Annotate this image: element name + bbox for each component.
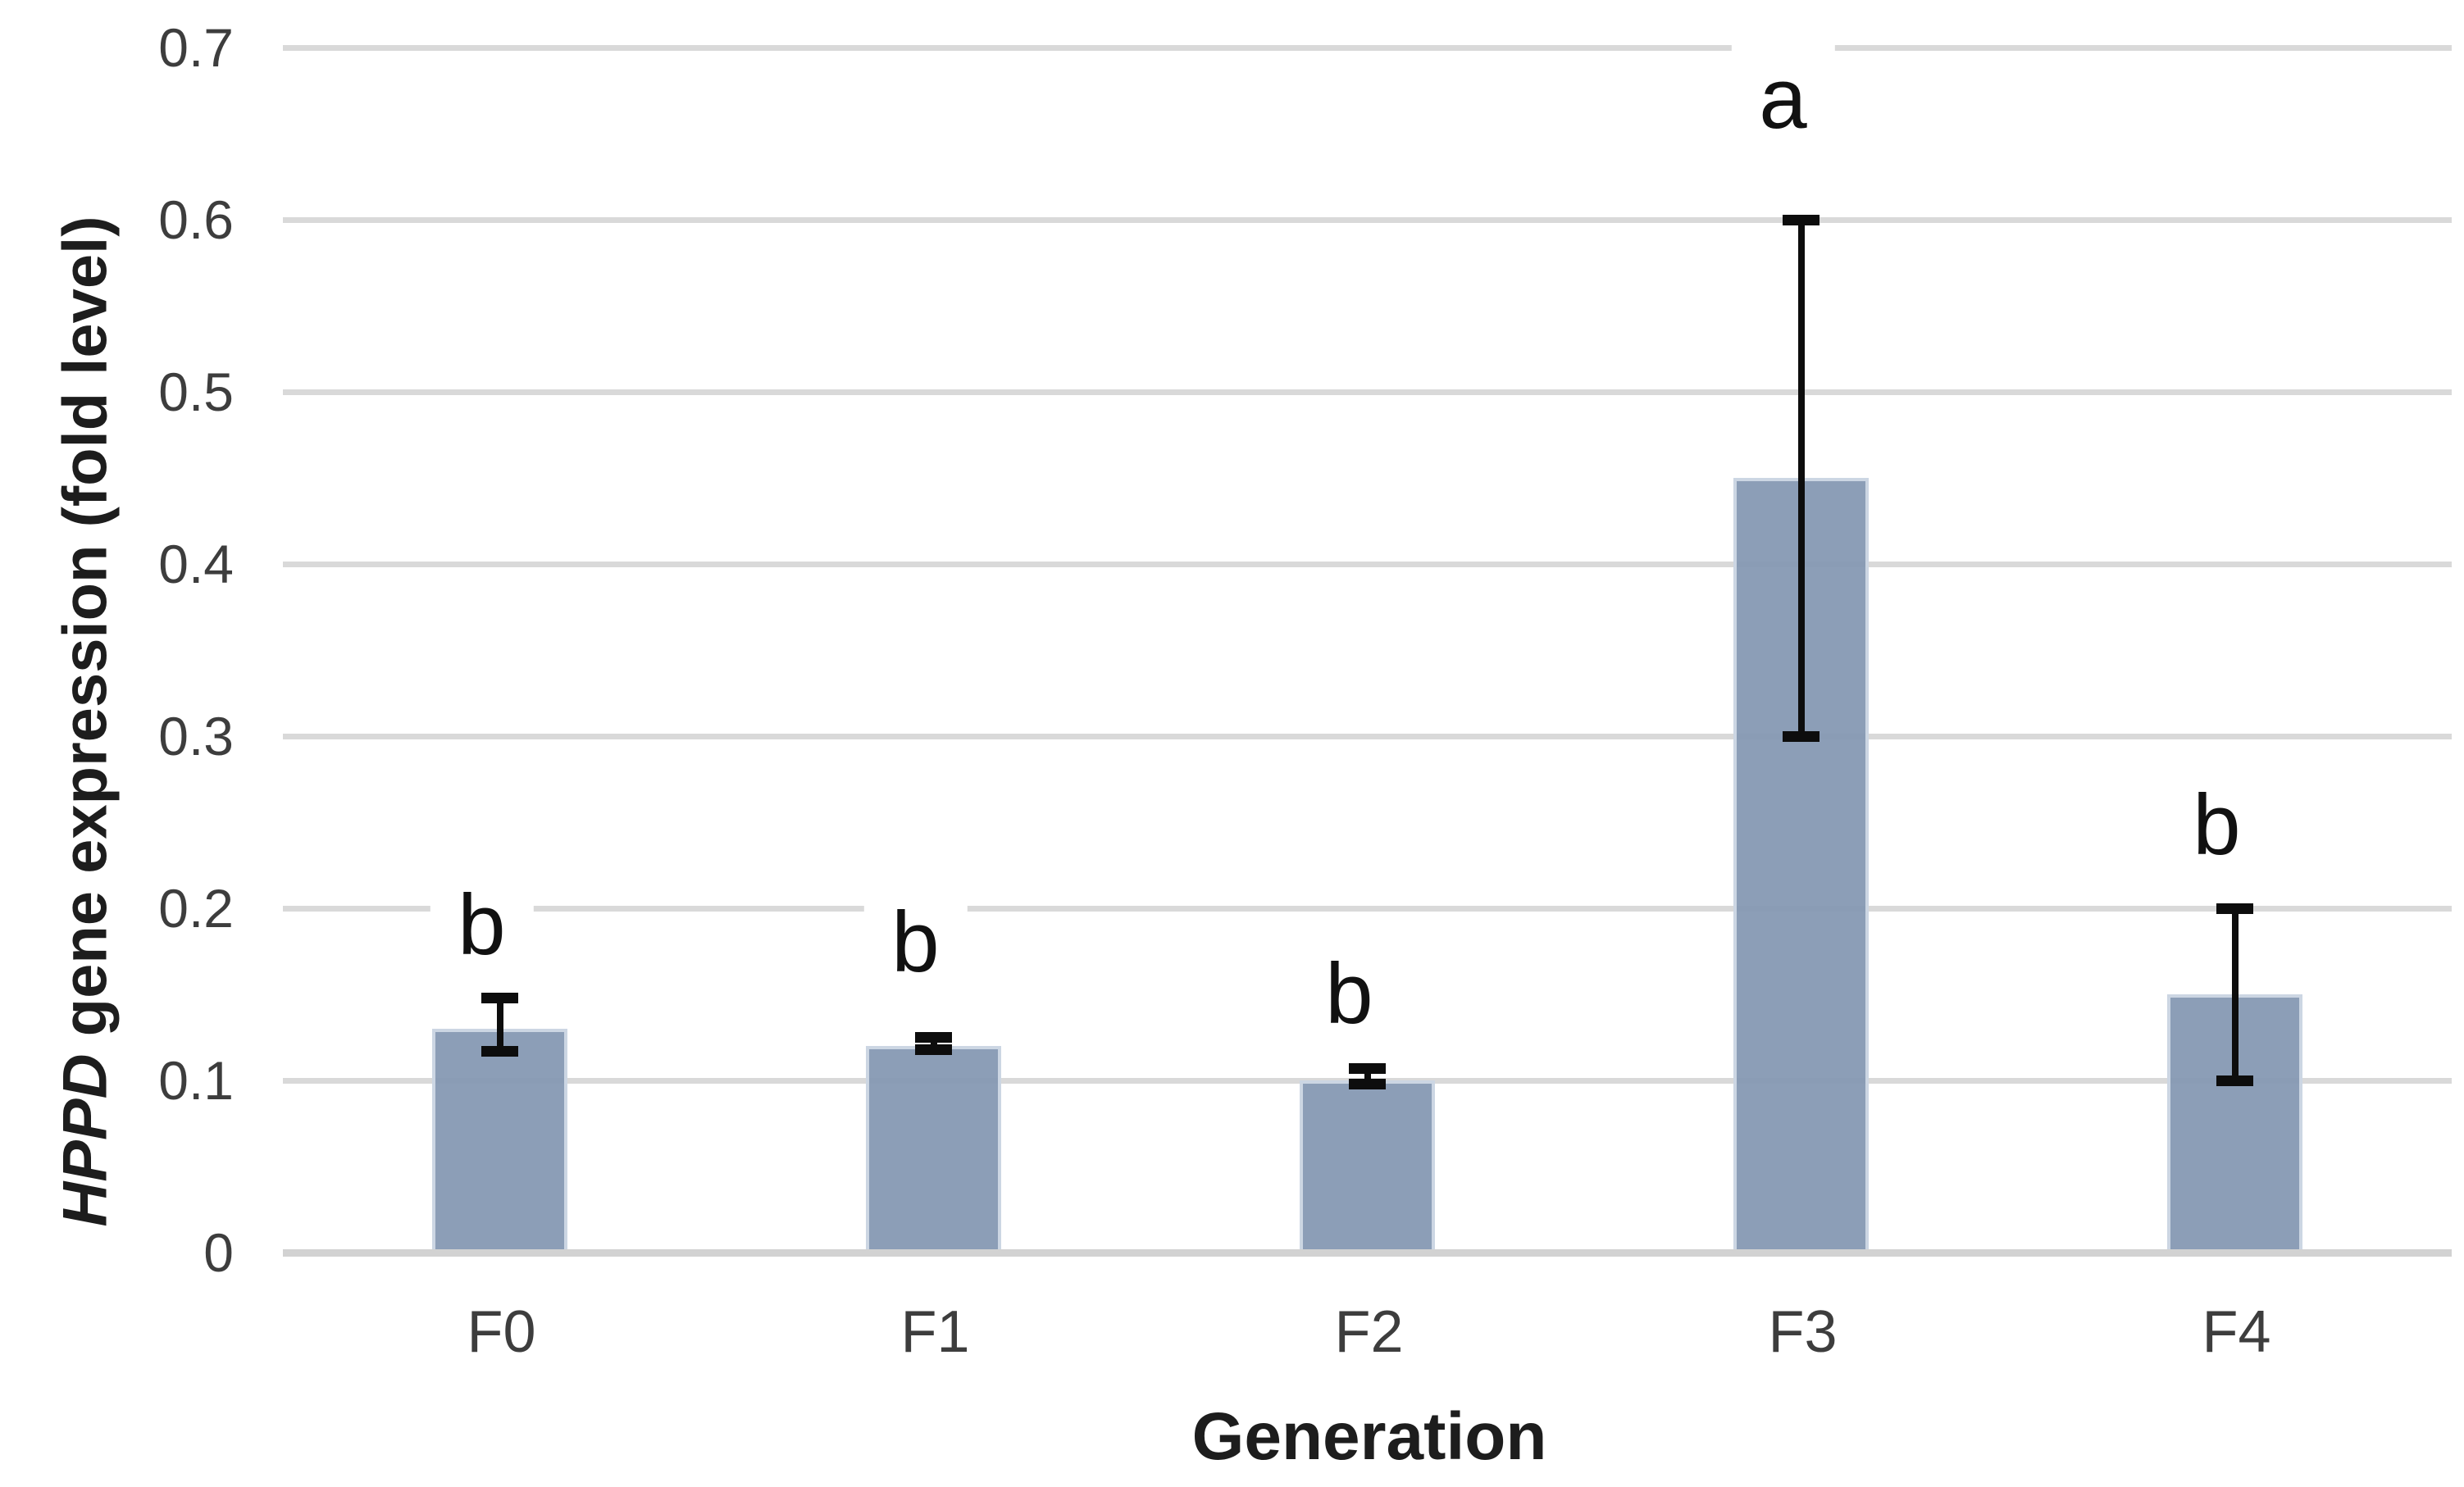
y-gridline: [283, 45, 2452, 51]
error-bar-cap: [1349, 1078, 1386, 1089]
x-tick-label-F2: F2: [1334, 1299, 1404, 1365]
y-tick-label: 0.5: [158, 362, 234, 422]
y-tick-label: 0.2: [158, 878, 234, 939]
y-gridline: [283, 389, 2452, 395]
y-gridline: [283, 906, 2452, 912]
error-bar-cap: [1349, 1062, 1386, 1074]
bar-F0: [432, 1029, 567, 1253]
x-tick-label-F0: F0: [467, 1299, 536, 1365]
sig-letter-F0: b: [430, 860, 534, 991]
error-bar-cap: [481, 1045, 518, 1057]
zero-baseline: [283, 1249, 2452, 1257]
y-tick-label: 0.4: [158, 534, 234, 594]
bar-F2: [1300, 1080, 1435, 1253]
sig-letter-F3: a: [1731, 34, 1835, 165]
sig-letter-F1: b: [863, 877, 968, 1008]
error-bar-stem: [496, 998, 503, 1052]
error-bar-cap: [915, 1044, 952, 1055]
x-tick-label-F1: F1: [900, 1299, 970, 1365]
error-bar-stem: [1797, 220, 1805, 736]
error-bar-cap: [481, 992, 518, 1003]
bar-F1: [866, 1046, 1001, 1253]
error-bar-cap: [1783, 214, 1820, 225]
error-bar-cap: [1783, 730, 1820, 742]
y-tick-label: 0.6: [158, 189, 234, 250]
error-bar-cap: [2216, 1075, 2253, 1086]
y-tick-label: 0.7: [158, 17, 234, 78]
x-axis-title: Generation: [1191, 1399, 1547, 1474]
x-tick-label-F4: F4: [2202, 1299, 2271, 1365]
sig-letter-F4: b: [2165, 760, 2269, 892]
y-gridline: [283, 734, 2452, 739]
error-bar-cap: [2216, 903, 2253, 914]
sig-letter-F2: b: [1297, 929, 1401, 1060]
y-tick-label: 0: [203, 1222, 234, 1283]
error-bar-stem: [930, 1037, 937, 1050]
y-tick-label: 0.3: [158, 706, 234, 766]
y-gridline: [283, 562, 2452, 567]
error-bar-cap: [915, 1032, 952, 1043]
y-tick-label: 0.1: [158, 1050, 234, 1111]
y-gridline: [283, 217, 2452, 223]
error-bar-stem: [2231, 908, 2239, 1080]
x-tick-label-F3: F3: [1768, 1299, 1838, 1365]
error-bar-stem: [1364, 1068, 1371, 1085]
